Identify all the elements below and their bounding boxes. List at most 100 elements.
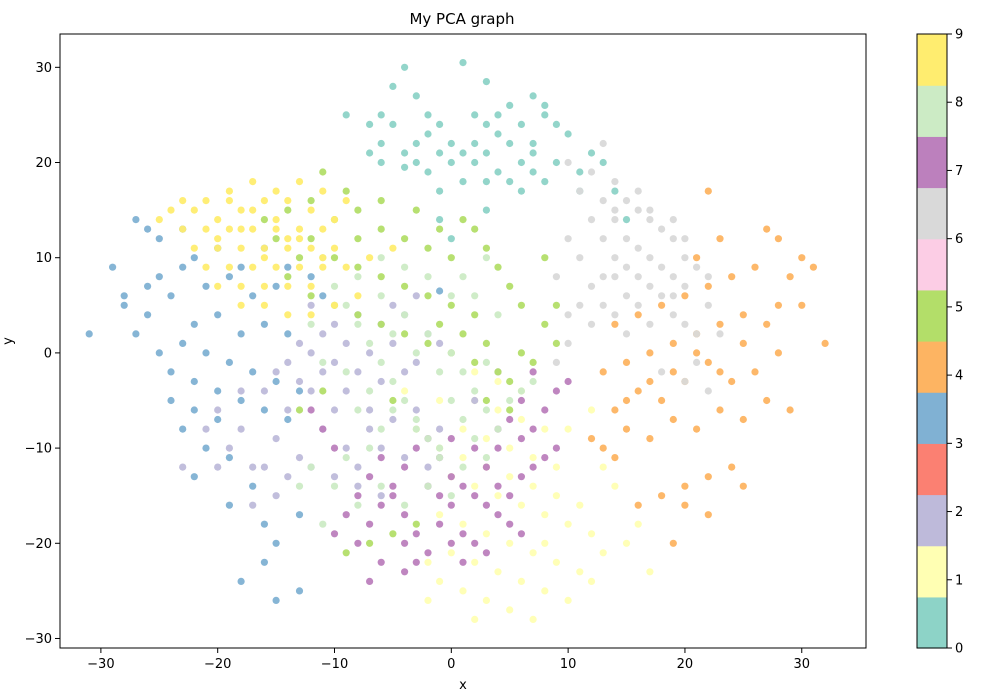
point-class-0-3 xyxy=(482,78,490,86)
point-class-9-50 xyxy=(319,254,327,262)
point-class-8-36 xyxy=(447,292,455,300)
point-class-3-15 xyxy=(272,282,280,290)
point-class-3-22 xyxy=(214,387,222,395)
point-class-3-49 xyxy=(237,577,245,586)
point-class-3-23 xyxy=(225,358,233,366)
point-class-4-18 xyxy=(611,320,619,328)
point-class-5-43 xyxy=(436,320,444,328)
point-class-4-30 xyxy=(751,368,759,376)
point-class-3-36 xyxy=(144,311,152,319)
point-class-9-13 xyxy=(295,225,304,233)
point-class-7-17 xyxy=(389,492,397,500)
point-class-8-27 xyxy=(482,454,490,462)
point-class-6-17 xyxy=(681,282,689,290)
point-class-3-3 xyxy=(132,216,140,224)
point-class-5-1 xyxy=(342,187,350,195)
point-class-2-21 xyxy=(319,368,327,376)
point-class-7-25 xyxy=(482,549,490,557)
point-class-2-44 xyxy=(412,406,420,414)
point-class-2-47 xyxy=(401,454,409,462)
point-class-4-32 xyxy=(704,358,712,366)
point-class-6-12 xyxy=(622,235,631,243)
point-class-8-0 xyxy=(330,282,339,290)
point-class-1-42 xyxy=(424,558,432,566)
point-class-5-18 xyxy=(307,292,315,300)
point-class-6-41 xyxy=(587,320,596,328)
point-class-7-26 xyxy=(494,482,502,490)
chart-title: My PCA graph xyxy=(409,10,514,28)
point-class-6-13 xyxy=(634,244,642,252)
point-class-7-34 xyxy=(354,492,362,500)
point-class-5-16 xyxy=(447,301,455,309)
colorbar-tick-label: 4 xyxy=(955,369,963,384)
point-class-6-5 xyxy=(576,187,584,195)
point-class-7-36 xyxy=(436,492,444,500)
point-class-9-18 xyxy=(260,244,268,252)
point-class-7-53 xyxy=(307,406,315,414)
point-class-6-58 xyxy=(552,358,561,366)
y-tick-label: 30 xyxy=(35,61,52,76)
point-class-0-25 xyxy=(366,149,374,157)
point-class-8-2 xyxy=(354,320,362,328)
point-class-6-38 xyxy=(646,206,654,214)
point-class-0-44 xyxy=(587,149,596,157)
point-class-0-12 xyxy=(389,120,397,128)
point-class-7-47 xyxy=(541,406,549,414)
point-class-1-9 xyxy=(552,463,561,471)
point-class-9-11 xyxy=(249,225,257,233)
point-class-4-44 xyxy=(728,463,736,471)
point-class-2-46 xyxy=(377,444,385,452)
point-class-9-35 xyxy=(295,178,304,186)
point-class-9-19 xyxy=(284,244,292,252)
point-class-0-23 xyxy=(529,139,537,148)
point-class-2-59 xyxy=(412,292,420,300)
point-class-5-15 xyxy=(424,292,432,300)
point-class-4-5 xyxy=(774,301,783,309)
point-class-1-26 xyxy=(482,530,490,538)
point-class-6-6 xyxy=(599,197,607,205)
point-class-8-59 xyxy=(459,273,467,281)
point-class-1-27 xyxy=(506,539,514,547)
point-class-4-27 xyxy=(622,425,631,433)
point-class-8-3 xyxy=(366,339,374,347)
point-class-9-27 xyxy=(319,263,327,271)
point-class-6-11 xyxy=(611,216,619,224)
point-class-7-43 xyxy=(482,463,490,471)
point-class-8-54 xyxy=(447,492,455,500)
point-class-9-33 xyxy=(249,178,257,186)
point-class-5-57 xyxy=(482,396,490,405)
point-class-1-34 xyxy=(517,577,526,586)
point-class-8-22 xyxy=(412,425,420,433)
point-class-8-39 xyxy=(436,368,444,376)
point-class-0-52 xyxy=(401,163,409,171)
point-class-3-53 xyxy=(436,287,444,295)
colorbar-tick-label: 9 xyxy=(955,28,963,43)
point-class-5-6 xyxy=(377,225,385,233)
point-class-8-20 xyxy=(366,387,374,395)
point-class-6-35 xyxy=(634,187,642,195)
point-class-4-6 xyxy=(751,263,759,271)
point-class-2-8 xyxy=(272,435,280,443)
point-class-5-29 xyxy=(295,254,304,262)
point-class-7-3 xyxy=(389,482,397,490)
point-class-5-42 xyxy=(506,377,514,386)
point-class-1-8 xyxy=(529,454,537,462)
point-class-2-19 xyxy=(272,368,280,376)
point-class-2-34 xyxy=(389,339,397,347)
point-class-8-42 xyxy=(529,377,537,386)
point-class-8-43 xyxy=(482,358,490,366)
point-class-0-11 xyxy=(366,120,374,128)
point-class-2-45 xyxy=(436,425,444,433)
point-class-8-35 xyxy=(424,273,432,281)
point-class-0-50 xyxy=(494,111,502,119)
point-class-9-10 xyxy=(225,225,233,233)
point-class-1-35 xyxy=(541,587,549,595)
point-class-1-32 xyxy=(471,558,479,566)
point-class-2-28 xyxy=(377,377,385,386)
point-class-5-48 xyxy=(389,530,397,538)
point-class-0-10 xyxy=(541,101,549,109)
point-class-3-34 xyxy=(214,415,222,424)
point-class-6-42 xyxy=(552,273,561,281)
point-class-2-11 xyxy=(342,444,350,452)
